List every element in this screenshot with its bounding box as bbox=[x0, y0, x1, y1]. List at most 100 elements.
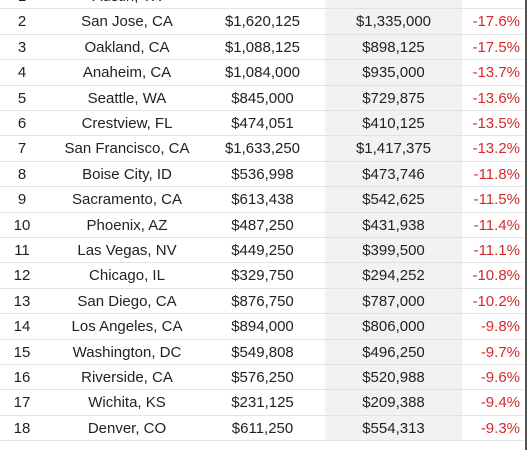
table-row: 8 Boise City, ID $536,998 $473,746 -11.8% bbox=[0, 161, 524, 188]
table-cell: Anaheim, CA bbox=[82, 64, 172, 82]
table-cell: $410,125 bbox=[325, 111, 462, 136]
table-cell: San Diego, CA bbox=[77, 292, 177, 310]
table-cell: $496,250 bbox=[325, 339, 462, 364]
table-cell: $549,808 bbox=[231, 343, 294, 361]
table-cell: $729,875 bbox=[325, 85, 462, 110]
table-cell: -11.1% bbox=[473, 242, 520, 259]
table-cell: $231,125 bbox=[231, 394, 294, 412]
table-cell: Wichita, KS bbox=[88, 394, 166, 412]
table-cell: $1,335,000 bbox=[325, 9, 462, 34]
table-cell: $474,051 bbox=[231, 115, 294, 132]
table-cell: 12 bbox=[13, 267, 31, 285]
table-cell: -13.5% bbox=[472, 115, 520, 132]
table-cell: $1,417,375 bbox=[325, 136, 462, 161]
table-row: 17 Wichita, KS $231,125 $209,388 -9.4% bbox=[0, 390, 524, 416]
table-cell: $845,000 bbox=[231, 89, 294, 107]
table-cell: $431,938 bbox=[325, 212, 462, 237]
table-cell: Los Angeles, CA bbox=[71, 318, 183, 336]
table-cell: $1,084,000 bbox=[224, 64, 301, 82]
table-cell: -9.6% bbox=[480, 369, 520, 386]
table-cell: 3 bbox=[17, 38, 27, 56]
table-cell: Washington, DC bbox=[72, 343, 182, 361]
table-cell: 4 bbox=[17, 64, 27, 82]
table-cell: $806,000 bbox=[325, 314, 462, 339]
table-row: 14 Los Angeles, CA $894,000 $806,000 -9.8% bbox=[0, 314, 524, 340]
table-cell: -11.4% bbox=[473, 216, 520, 234]
table-cell: Oakland, CA bbox=[84, 38, 170, 56]
table-cell: $894,000 bbox=[231, 318, 294, 336]
table-row: 2 San Jose, CA $1,620,125 $1,335,000 -17.6% bbox=[0, 9, 524, 35]
table-cell: $520,988 bbox=[325, 365, 462, 390]
table-cell: 17 bbox=[13, 394, 31, 412]
table-row: 18 Denver, CO $611,250 $554,313 -9.3% bbox=[0, 415, 524, 442]
table-cell: $1,620,125 bbox=[224, 13, 301, 31]
table-cell: $613,438 bbox=[231, 191, 294, 209]
table-cell: -10.8% bbox=[472, 267, 520, 285]
table-cell: $294,252 bbox=[325, 263, 462, 288]
table-cell: Crestview, FL bbox=[81, 115, 173, 132]
table-cell: $1,088,125 bbox=[224, 38, 301, 56]
table-cell: $576,250 bbox=[231, 369, 294, 386]
table-cell: Riverside, CA bbox=[81, 369, 173, 386]
table-row: 12 Chicago, IL $329,750 $294,252 -10.8% bbox=[0, 263, 524, 289]
table-cell: Phoenix, AZ bbox=[86, 216, 168, 234]
table-cell: 10 bbox=[13, 216, 31, 234]
table-cell: 1 bbox=[0, 0, 44, 8]
table-cell: -17.5% bbox=[472, 38, 520, 56]
table-cell: $1,633,250 bbox=[224, 140, 301, 158]
table-cell: 7 bbox=[17, 140, 27, 158]
table-cell: $209,388 bbox=[325, 390, 462, 415]
table-cell: $536,998 bbox=[231, 165, 294, 183]
table-cell: -17.6% bbox=[472, 13, 520, 31]
table-cell bbox=[462, 0, 520, 8]
table-cell: -10.2% bbox=[472, 292, 520, 310]
table-cell: Denver, CO bbox=[87, 419, 167, 437]
table-row: 1Austin, TX bbox=[0, 0, 524, 10]
table-cell: 5 bbox=[17, 89, 27, 107]
table-cell: 14 bbox=[13, 318, 31, 336]
table-row: 9 Sacramento, CA $613,438 $542,625 -11.5% bbox=[0, 187, 524, 213]
table-cell: $935,000 bbox=[325, 60, 462, 85]
table-row: 3 Oakland, CA $1,088,125 $898,125 -17.5% bbox=[0, 34, 524, 61]
table-cell: $329,750 bbox=[231, 267, 294, 285]
table-cell bbox=[325, 0, 462, 9]
table-cell: Chicago, IL bbox=[89, 267, 165, 285]
table-row: 15 Washington, DC $549,808 $496,250 -9.7% bbox=[0, 339, 524, 365]
table-cell: 6 bbox=[17, 115, 27, 132]
table-cell: 9 bbox=[17, 191, 27, 209]
table-cell: -11.5% bbox=[473, 191, 520, 209]
table-row: 13 San Diego, CA $876,750 $787,000 -10.2% bbox=[0, 288, 524, 315]
table-cell: Sacramento, CA bbox=[71, 191, 183, 209]
table-cell: 11 bbox=[14, 242, 30, 259]
scroll-edge bbox=[525, 0, 527, 450]
table-cell: -9.3% bbox=[480, 419, 520, 437]
table-row: 4 Anaheim, CA $1,084,000 $935,000 -13.7% bbox=[0, 60, 524, 86]
table-cell: San Francisco, CA bbox=[64, 140, 190, 158]
table-cell: -13.7% bbox=[472, 64, 520, 82]
table-cell: $449,250 bbox=[231, 242, 294, 259]
table-cell: 15 bbox=[13, 343, 31, 361]
table-cell: $898,125 bbox=[325, 34, 462, 60]
table-row: 6 Crestview, FL $474,051 $410,125 -13.5% bbox=[0, 111, 524, 137]
table-cell: San Jose, CA bbox=[81, 13, 173, 31]
table-cell: $611,250 bbox=[231, 419, 294, 437]
table-cell: $876,750 bbox=[231, 292, 294, 310]
table-row: 7 San Francisco, CA $1,633,250 $1,417,375 -1… bbox=[0, 136, 524, 162]
table-cell: $473,746 bbox=[325, 161, 462, 187]
table-cell: -9.8% bbox=[480, 318, 520, 336]
table-cell: 18 bbox=[13, 419, 31, 437]
table-cell: Boise City, ID bbox=[82, 165, 172, 183]
table-cell: Las Vegas, NV bbox=[77, 242, 177, 259]
table-cell: 2 bbox=[17, 13, 27, 31]
table-cell: $787,000 bbox=[325, 288, 462, 314]
table-cell: 8 bbox=[17, 165, 27, 183]
table-cell: 16 bbox=[13, 369, 31, 386]
table-cell: Seattle, WA bbox=[87, 89, 167, 107]
table-cell bbox=[200, 0, 325, 8]
table-cell: $542,625 bbox=[325, 187, 462, 212]
table-cell: $554,313 bbox=[325, 415, 462, 441]
table-cell: $399,500 bbox=[325, 238, 462, 263]
table-cell: -9.4% bbox=[480, 394, 520, 412]
